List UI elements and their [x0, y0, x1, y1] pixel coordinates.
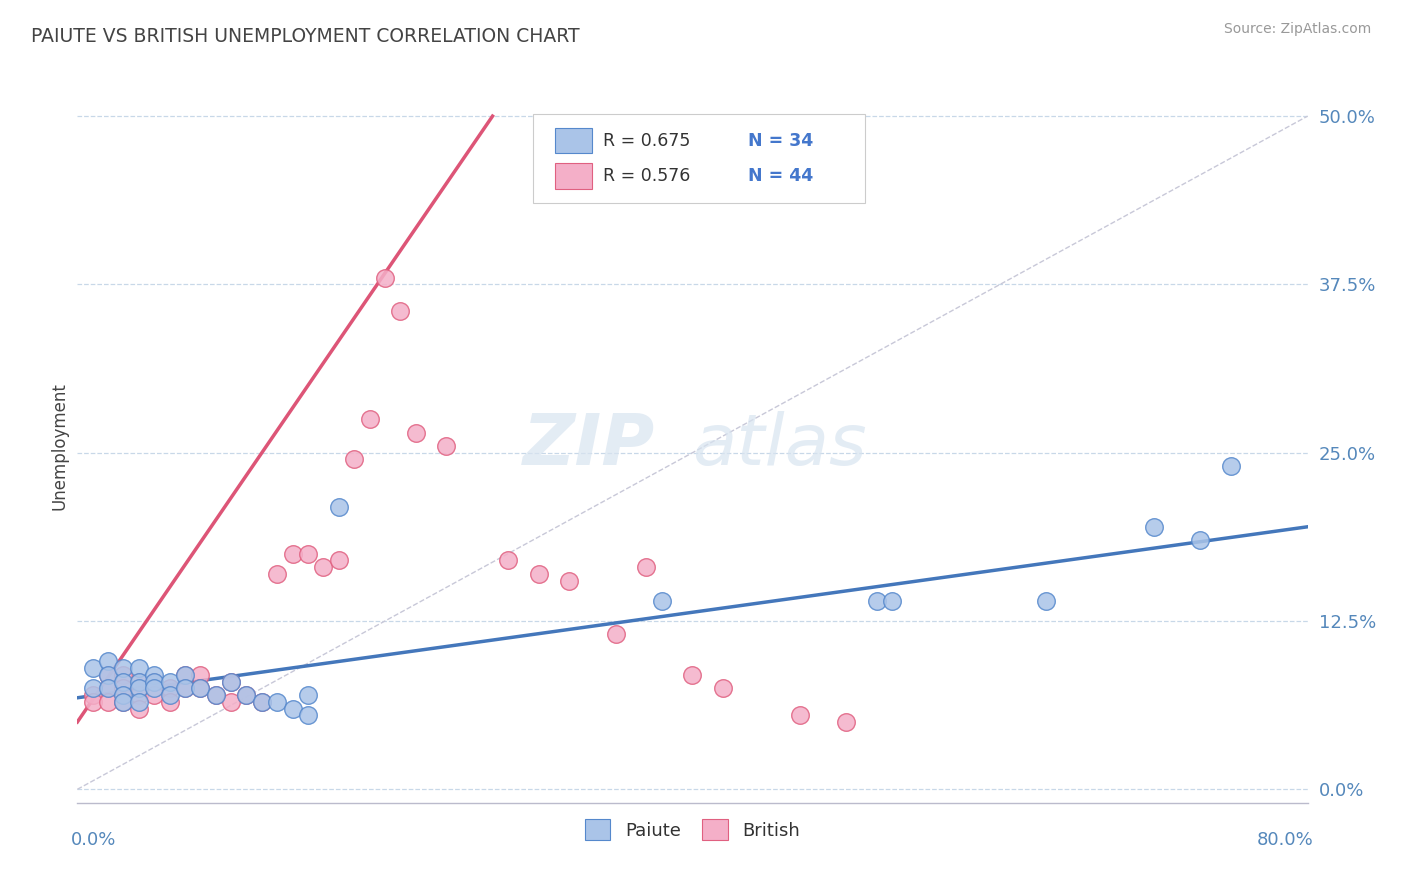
Point: [128, 681, 150, 696]
Point: [882, 594, 904, 608]
Point: [297, 547, 319, 561]
Point: [174, 668, 197, 682]
Point: [97, 655, 120, 669]
Point: [97, 668, 120, 682]
Point: [82, 695, 104, 709]
Point: [143, 681, 166, 696]
Text: atlas: atlas: [693, 411, 868, 481]
Point: [835, 714, 858, 729]
Point: [128, 674, 150, 689]
Point: [159, 688, 181, 702]
Point: [250, 695, 273, 709]
Point: [128, 695, 150, 709]
Point: [97, 681, 120, 696]
Point: [82, 661, 104, 675]
Point: [159, 695, 181, 709]
Text: R = 0.675: R = 0.675: [603, 132, 690, 150]
Point: [711, 681, 734, 696]
Point: [405, 425, 427, 440]
Text: ZIP: ZIP: [523, 411, 655, 481]
Point: [281, 547, 304, 561]
Point: [219, 674, 242, 689]
Point: [112, 668, 135, 682]
Point: [1219, 459, 1241, 474]
Point: [97, 668, 120, 682]
Point: [112, 695, 135, 709]
Point: [527, 566, 550, 581]
Point: [128, 701, 150, 715]
Point: [174, 681, 197, 696]
Point: [112, 688, 135, 702]
Point: [143, 688, 166, 702]
Legend: Paiute, British: Paiute, British: [578, 812, 807, 847]
FancyBboxPatch shape: [555, 163, 592, 189]
Text: 80.0%: 80.0%: [1257, 831, 1313, 849]
Text: N = 34: N = 34: [748, 132, 813, 150]
Point: [112, 681, 135, 696]
Point: [1035, 594, 1057, 608]
Point: [1188, 533, 1211, 548]
Point: [112, 674, 135, 689]
Point: [389, 304, 412, 318]
Point: [250, 695, 273, 709]
Y-axis label: Unemployment: Unemployment: [51, 382, 69, 510]
Point: [682, 668, 704, 682]
FancyBboxPatch shape: [555, 128, 592, 153]
Point: [866, 594, 889, 608]
Point: [343, 452, 366, 467]
Point: [143, 674, 166, 689]
Point: [97, 681, 120, 696]
Point: [651, 594, 673, 608]
Point: [112, 695, 135, 709]
Point: [143, 674, 166, 689]
Point: [219, 695, 242, 709]
Point: [219, 674, 242, 689]
Point: [359, 412, 381, 426]
Point: [328, 500, 350, 514]
Point: [128, 661, 150, 675]
Point: [97, 695, 120, 709]
Point: [128, 674, 150, 689]
Text: PAIUTE VS BRITISH UNEMPLOYMENT CORRELATION CHART: PAIUTE VS BRITISH UNEMPLOYMENT CORRELATI…: [31, 27, 579, 45]
Point: [436, 439, 458, 453]
Point: [204, 688, 226, 702]
Point: [188, 681, 212, 696]
Point: [312, 560, 335, 574]
Point: [128, 688, 150, 702]
Text: Source: ZipAtlas.com: Source: ZipAtlas.com: [1223, 22, 1371, 37]
Point: [374, 270, 396, 285]
Point: [1143, 520, 1166, 534]
Text: N = 44: N = 44: [748, 168, 813, 186]
Point: [143, 668, 166, 682]
Point: [297, 708, 319, 723]
Point: [174, 681, 197, 696]
Point: [636, 560, 658, 574]
FancyBboxPatch shape: [533, 114, 865, 203]
Text: 0.0%: 0.0%: [72, 831, 117, 849]
Point: [112, 661, 135, 675]
Point: [605, 627, 627, 641]
Point: [235, 688, 257, 702]
Point: [235, 688, 257, 702]
Point: [159, 674, 181, 689]
Point: [266, 566, 288, 581]
Point: [159, 681, 181, 696]
Point: [82, 688, 104, 702]
Point: [204, 688, 226, 702]
Point: [188, 681, 212, 696]
Point: [558, 574, 581, 588]
Point: [174, 668, 197, 682]
Point: [266, 695, 288, 709]
Point: [297, 688, 319, 702]
Point: [281, 701, 304, 715]
Point: [82, 681, 104, 696]
Point: [188, 668, 212, 682]
Point: [496, 553, 519, 567]
Text: R = 0.576: R = 0.576: [603, 168, 690, 186]
Point: [789, 708, 811, 723]
Point: [328, 553, 350, 567]
